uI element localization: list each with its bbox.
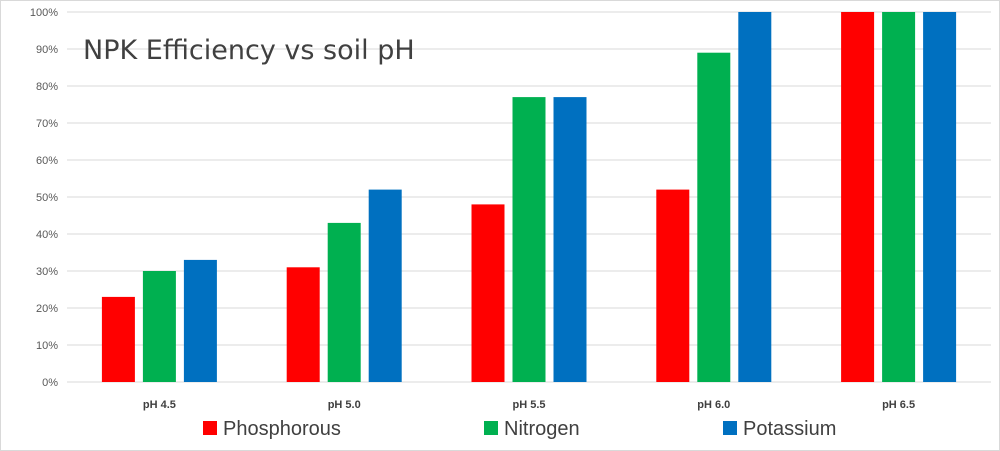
chart-title: NPK Efficiency vs soil pH (83, 35, 415, 66)
y-tick-label: 90% (36, 44, 58, 56)
x-category-label: pH 5.0 (328, 399, 361, 411)
bar-phosphorous-ph-6-0 (656, 189, 690, 382)
bar-potassium-ph-6-5 (923, 12, 957, 382)
bar-nitrogen-ph-5-0 (327, 222, 361, 382)
bar-phosphorous-ph-6-5 (841, 12, 875, 382)
x-category-label: pH 6.0 (697, 399, 730, 411)
x-category-label: pH 4.5 (143, 399, 176, 411)
legend: Phosphorous Nitrogen Potassium (203, 418, 836, 440)
x-category-label: pH 6.5 (882, 399, 915, 411)
bar-potassium-ph-4-5 (183, 259, 217, 382)
x-axis-categories: pH 4.5 pH 5.0 pH 5.5 pH 6.0 pH 6.5 (143, 399, 915, 411)
y-tick-label: 100% (30, 7, 58, 19)
bar-potassium-ph-5-5 (553, 97, 587, 382)
y-axis-ticks: 0% 10% 20% 30% 40% 50% 60% 70% 80% 90% 100% (30, 7, 58, 389)
bar-potassium-ph-6-0 (738, 12, 772, 382)
y-tick-label: 80% (36, 81, 58, 93)
y-tick-label: 10% (36, 340, 58, 352)
y-tick-label: 0% (42, 377, 58, 389)
x-category-label: pH 5.5 (512, 399, 545, 411)
bar-nitrogen-ph-5-5 (512, 97, 546, 382)
bar-phosphorous-ph-5-5 (471, 204, 505, 382)
bars (101, 12, 957, 382)
legend-swatch-nitrogen (484, 421, 498, 435)
y-tick-label: 40% (36, 229, 58, 241)
y-tick-label: 30% (36, 266, 58, 278)
legend-label-potassium: Potassium (743, 418, 836, 440)
bar-phosphorous-ph-4-5 (101, 296, 135, 382)
bar-nitrogen-ph-6-5 (882, 12, 916, 382)
legend-label-nitrogen: Nitrogen (504, 418, 580, 440)
bar-nitrogen-ph-6-0 (697, 52, 731, 382)
bar-potassium-ph-5-0 (368, 189, 402, 382)
y-tick-label: 60% (36, 155, 58, 167)
y-tick-label: 20% (36, 303, 58, 315)
bar-nitrogen-ph-4-5 (142, 271, 176, 382)
bar-phosphorous-ph-5-0 (286, 267, 320, 382)
y-tick-label: 70% (36, 118, 58, 130)
y-tick-label: 50% (36, 192, 58, 204)
legend-swatch-phosphorous (203, 421, 217, 435)
legend-swatch-potassium (723, 421, 737, 435)
legend-label-phosphorous: Phosphorous (223, 418, 341, 440)
